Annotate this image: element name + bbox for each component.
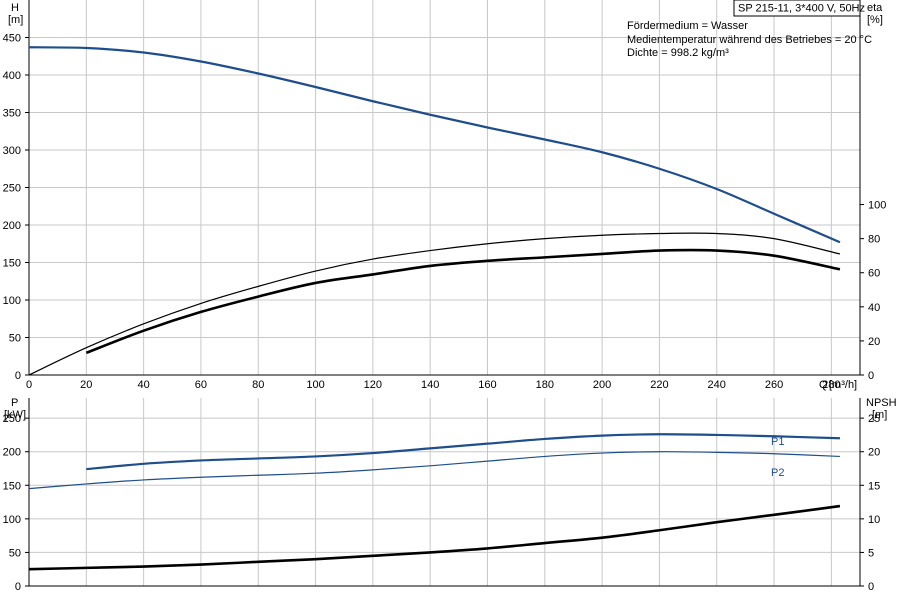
model-label: SP 215-11, 3*400 V, 50Hz [738,3,865,15]
top-left-axis-unit: [m] [8,14,23,26]
x-tick-label: 0 [26,379,32,391]
series-line-1-1 [28,451,840,490]
bottom-right-axis-label: NPSH [866,397,897,409]
x-tick-label: 180 [536,379,554,391]
left-tick-label: 450 [3,33,21,45]
series-line-0-2 [85,248,841,355]
top-right-axis-label: eta [867,2,883,14]
right-tick-label: 5 [868,547,874,559]
x-tick-label: 260 [765,379,783,391]
x-tick-label: 280 [822,379,840,391]
right-tick-label: 20 [868,336,880,348]
series-line-1-2 [28,504,841,571]
right-tick-label: 15 [868,480,880,492]
top-right-axis-unit: [%] [867,14,883,26]
left-tick-label: 0 [15,370,21,382]
right-tick-label: 20 [868,447,880,459]
left-tick-label: 100 [3,295,21,307]
bottom-grid [25,398,864,587]
right-tick-label: 10 [868,514,880,526]
x-tick-label: 160 [478,379,496,391]
x-tick-label: 100 [306,379,324,391]
right-tick-label: 25 [868,413,880,425]
x-tick-label: 220 [650,379,668,391]
left-tick-label: 200 [3,220,21,232]
left-tick-label: 250 [3,413,21,425]
right-tick-label: 40 [868,302,880,314]
x-tick-label: 80 [252,379,264,391]
left-tick-label: 50 [9,333,21,345]
info-line-1: Fördermedium = Wasser [627,20,748,32]
series-label-p2: P2 [771,467,784,479]
right-tick-label: 0 [868,370,874,382]
x-tick-label: 120 [364,379,382,391]
bottom-right-axis-unit: [m] [872,409,887,421]
x-tick-label: 60 [195,379,207,391]
left-tick-label: 200 [3,447,21,459]
model-box [733,0,861,17]
left-tick-label: 100 [3,514,21,526]
series-line-0-1 [28,232,841,376]
bottom-curves [28,433,841,571]
top-grid [25,0,864,376]
x-tick-label: 240 [708,379,726,391]
series-line-0-0 [28,46,841,244]
axis-labels: 0501001502002503003504004500204060801000… [3,33,887,594]
info-line-2: Medientemperatur während des Betriebes =… [627,34,872,46]
x-tick-label: 140 [421,379,439,391]
left-tick-label: 150 [3,480,21,492]
right-tick-label: 80 [868,234,880,246]
info-line-3: Dichte = 998.2 kg/m³ [627,47,729,59]
bottom-left-axis-label: P [11,397,18,409]
left-tick-label: 150 [3,258,21,270]
top-curves [28,46,841,376]
top-left-axis-label: H [11,2,19,14]
left-tick-label: 250 [3,183,21,195]
left-tick-label: 350 [3,108,21,120]
x-tick-label: 200 [593,379,611,391]
left-tick-label: 400 [3,70,21,82]
right-tick-label: 100 [868,200,886,212]
x-tick-label: 20 [80,379,92,391]
series-line-1-0 [86,433,840,471]
left-tick-label: 300 [3,145,21,157]
right-tick-label: 0 [868,581,874,593]
left-tick-label: 50 [9,547,21,559]
x-axis-label: Q [819,379,828,391]
x-tick-label: 40 [137,379,149,391]
x-axis-unit: [m³/h] [829,379,857,391]
right-tick-label: 60 [868,268,880,280]
left-tick-label: 0 [15,581,21,593]
bottom-left-axis-unit: [kW] [4,409,26,421]
series-label-p1: P1 [771,436,784,448]
